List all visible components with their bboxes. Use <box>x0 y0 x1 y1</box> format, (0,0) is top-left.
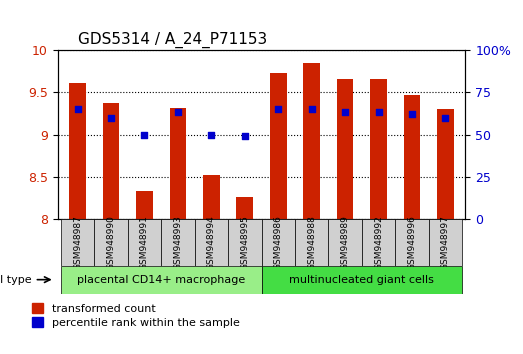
Bar <box>270 73 287 219</box>
Bar <box>404 95 420 219</box>
Text: cell type: cell type <box>0 275 32 285</box>
Text: GSM948986: GSM948986 <box>274 215 283 270</box>
Text: GSM948997: GSM948997 <box>441 215 450 270</box>
Point <box>441 115 450 120</box>
FancyBboxPatch shape <box>161 219 195 266</box>
FancyBboxPatch shape <box>61 219 94 266</box>
FancyBboxPatch shape <box>295 219 328 266</box>
FancyBboxPatch shape <box>328 219 362 266</box>
Text: GSM948987: GSM948987 <box>73 215 82 270</box>
Text: GSM948991: GSM948991 <box>140 215 149 270</box>
FancyBboxPatch shape <box>262 219 295 266</box>
FancyBboxPatch shape <box>61 266 262 294</box>
Bar <box>103 103 119 219</box>
FancyBboxPatch shape <box>429 219 462 266</box>
Text: placental CD14+ macrophage: placental CD14+ macrophage <box>77 275 245 285</box>
FancyBboxPatch shape <box>94 219 128 266</box>
Point <box>274 106 282 112</box>
Bar <box>136 192 153 219</box>
Point <box>107 115 115 120</box>
Point <box>408 111 416 117</box>
Text: GSM948992: GSM948992 <box>374 215 383 270</box>
Bar <box>236 196 253 219</box>
FancyBboxPatch shape <box>228 219 262 266</box>
Point <box>308 106 316 112</box>
Text: GSM948993: GSM948993 <box>174 215 183 270</box>
Point <box>341 110 349 115</box>
FancyBboxPatch shape <box>395 219 429 266</box>
Bar <box>370 79 387 219</box>
Bar <box>337 79 354 219</box>
FancyBboxPatch shape <box>262 266 462 294</box>
Bar <box>303 63 320 219</box>
Text: GSM948989: GSM948989 <box>340 215 349 270</box>
Text: GSM948990: GSM948990 <box>107 215 116 270</box>
FancyBboxPatch shape <box>195 219 228 266</box>
Legend: transformed count, percentile rank within the sample: transformed count, percentile rank withi… <box>32 303 240 328</box>
Point <box>374 110 383 115</box>
Point <box>241 133 249 139</box>
Bar <box>69 83 86 219</box>
FancyBboxPatch shape <box>362 219 395 266</box>
Bar <box>169 108 186 219</box>
Point <box>140 132 149 137</box>
Text: GSM948994: GSM948994 <box>207 215 216 270</box>
Point <box>174 110 182 115</box>
Text: GSM948996: GSM948996 <box>407 215 416 270</box>
Bar <box>203 175 220 219</box>
Bar <box>437 109 454 219</box>
Text: GSM948988: GSM948988 <box>307 215 316 270</box>
Text: GSM948995: GSM948995 <box>240 215 249 270</box>
Point <box>207 132 215 137</box>
FancyBboxPatch shape <box>128 219 161 266</box>
Text: multinucleated giant cells: multinucleated giant cells <box>289 275 434 285</box>
Text: GDS5314 / A_24_P71153: GDS5314 / A_24_P71153 <box>78 32 267 48</box>
Point <box>73 106 82 112</box>
